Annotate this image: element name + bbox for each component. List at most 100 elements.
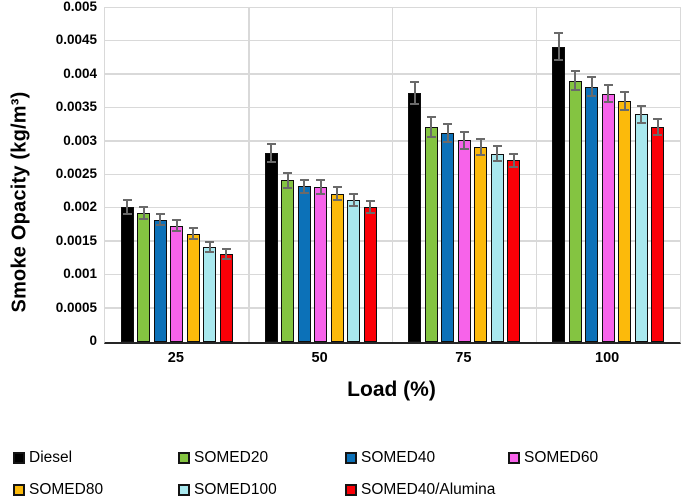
error-bar-cap-bottom [459, 147, 469, 150]
gridline-vertical [535, 8, 537, 342]
error-bar-cap-bottom [570, 89, 580, 92]
category-group-25 [105, 8, 249, 342]
error-bar-cap-top [299, 178, 309, 181]
error-bar-stem [369, 201, 372, 214]
error-bar-stem [557, 33, 560, 61]
error-bar-stem [270, 144, 273, 162]
error-bar-cap-bottom [205, 250, 215, 253]
error-bar-cap-bottom [653, 133, 663, 136]
error-bar-cap-top [509, 152, 519, 155]
bar-slot [153, 8, 167, 342]
error-bar-cap-bottom [587, 95, 597, 98]
x-axis: 25 50 75 100 [104, 350, 679, 366]
y-tick-label: 0.0015 [55, 232, 97, 248]
error-bar-cap-bottom [554, 59, 564, 62]
error-bar-cap-top [283, 171, 293, 174]
legend-swatch [508, 451, 520, 464]
error-bar-cap-top [316, 179, 326, 182]
error-bar-cap-bottom [443, 140, 453, 143]
error-bar-cap-top [476, 137, 486, 140]
bar-somed20 [424, 126, 438, 342]
error-bar-cap-top [636, 104, 646, 107]
y-tick-label: 0.003 [63, 132, 97, 148]
error-bar-stem [192, 228, 195, 240]
bar-slot [474, 8, 488, 342]
bar-somed60 [601, 93, 615, 342]
error-bar-cap-bottom [139, 218, 149, 221]
error-bar-stem [512, 153, 515, 167]
error-bar-cap-top [172, 219, 182, 222]
error-bar-cap-top [139, 206, 149, 209]
category-group-50 [249, 8, 393, 342]
legend-item-somed80: SOMED80 [13, 481, 103, 498]
legend-label: SOMED80 [29, 481, 104, 498]
error-bar-cap-top [620, 91, 630, 94]
error-bar-cap-bottom [509, 165, 519, 168]
bar-somed80 [618, 100, 632, 342]
error-bar-cap-bottom [266, 160, 276, 163]
error-bar-cap-bottom [155, 224, 165, 227]
bar-slot [457, 8, 471, 342]
bar-somed40-alumina [651, 126, 665, 342]
bar-somed80 [474, 146, 488, 342]
bar-slot [219, 8, 233, 342]
bar-somed100 [347, 200, 361, 342]
gridline-vertical [391, 8, 394, 342]
error-bar-cap-bottom [316, 192, 326, 195]
bar-diesel [120, 207, 134, 342]
error-bar-cap-bottom [122, 212, 132, 215]
legend-swatch [13, 483, 25, 496]
bar-somed40 [153, 219, 167, 342]
error-bar-cap-bottom [221, 257, 231, 260]
bar-somed20 [568, 80, 582, 342]
legend-item-diesel: Diesel [13, 449, 72, 466]
bar-somed40-alumina [219, 253, 233, 342]
bar-slot [424, 8, 438, 342]
bar-diesel [552, 46, 566, 342]
bar-somed40 [441, 132, 455, 342]
bar-slot [347, 8, 361, 342]
bar-somed40 [297, 186, 311, 342]
y-tick-label: 0.0035 [55, 99, 97, 115]
error-bar-cap-bottom [332, 199, 342, 202]
bar-slot [297, 8, 311, 342]
error-bar-cap-bottom [283, 186, 293, 189]
error-bar-cap-bottom [299, 192, 309, 195]
bar-slot [552, 8, 566, 342]
error-bar-stem [623, 92, 626, 110]
error-bar-cap-bottom [349, 205, 359, 208]
error-bar-stem [286, 172, 289, 188]
bar-slot [651, 8, 665, 342]
legend-swatch [178, 483, 190, 496]
legend-item-somed20: SOMED20 [178, 449, 268, 466]
error-bar-stem [590, 77, 593, 97]
y-tick-label: 0.0025 [55, 166, 97, 181]
error-bar-cap-top [221, 248, 231, 251]
legend-label: SOMED40 [361, 449, 436, 466]
category-group-75 [393, 8, 537, 342]
y-axis: 0 0.0005 0.001 0.0015 0.002 0.0025 0.003 0.0035… [0, 0, 97, 348]
x-axis-title: Load (%) [347, 378, 436, 401]
y-tick-label: 0.005 [63, 0, 97, 14]
error-bar-cap-bottom [188, 238, 198, 241]
bar-slot [408, 8, 422, 342]
error-bar-stem [574, 71, 577, 91]
bar-slot [186, 8, 200, 342]
error-bar-cap-top [443, 123, 453, 126]
bar-slot [585, 8, 599, 342]
error-bar-cap-top [570, 70, 580, 73]
legend-item-somed60: SOMED60 [508, 449, 598, 466]
error-bar-cap-top [349, 193, 359, 196]
legend-label: SOMED100 [194, 481, 277, 498]
legend-swatch [345, 451, 357, 464]
y-tick-label: 0.0045 [55, 32, 97, 48]
error-bar-stem [142, 207, 145, 220]
bar-somed40-alumina [363, 207, 377, 342]
error-bar-stem [640, 105, 643, 123]
bar-somed20 [137, 213, 151, 342]
legend-swatch [178, 451, 190, 464]
error-bar-stem [656, 118, 659, 135]
error-bar-cap-top [122, 199, 132, 202]
bar-slot [170, 8, 184, 342]
error-bar-cap-top [459, 130, 469, 133]
